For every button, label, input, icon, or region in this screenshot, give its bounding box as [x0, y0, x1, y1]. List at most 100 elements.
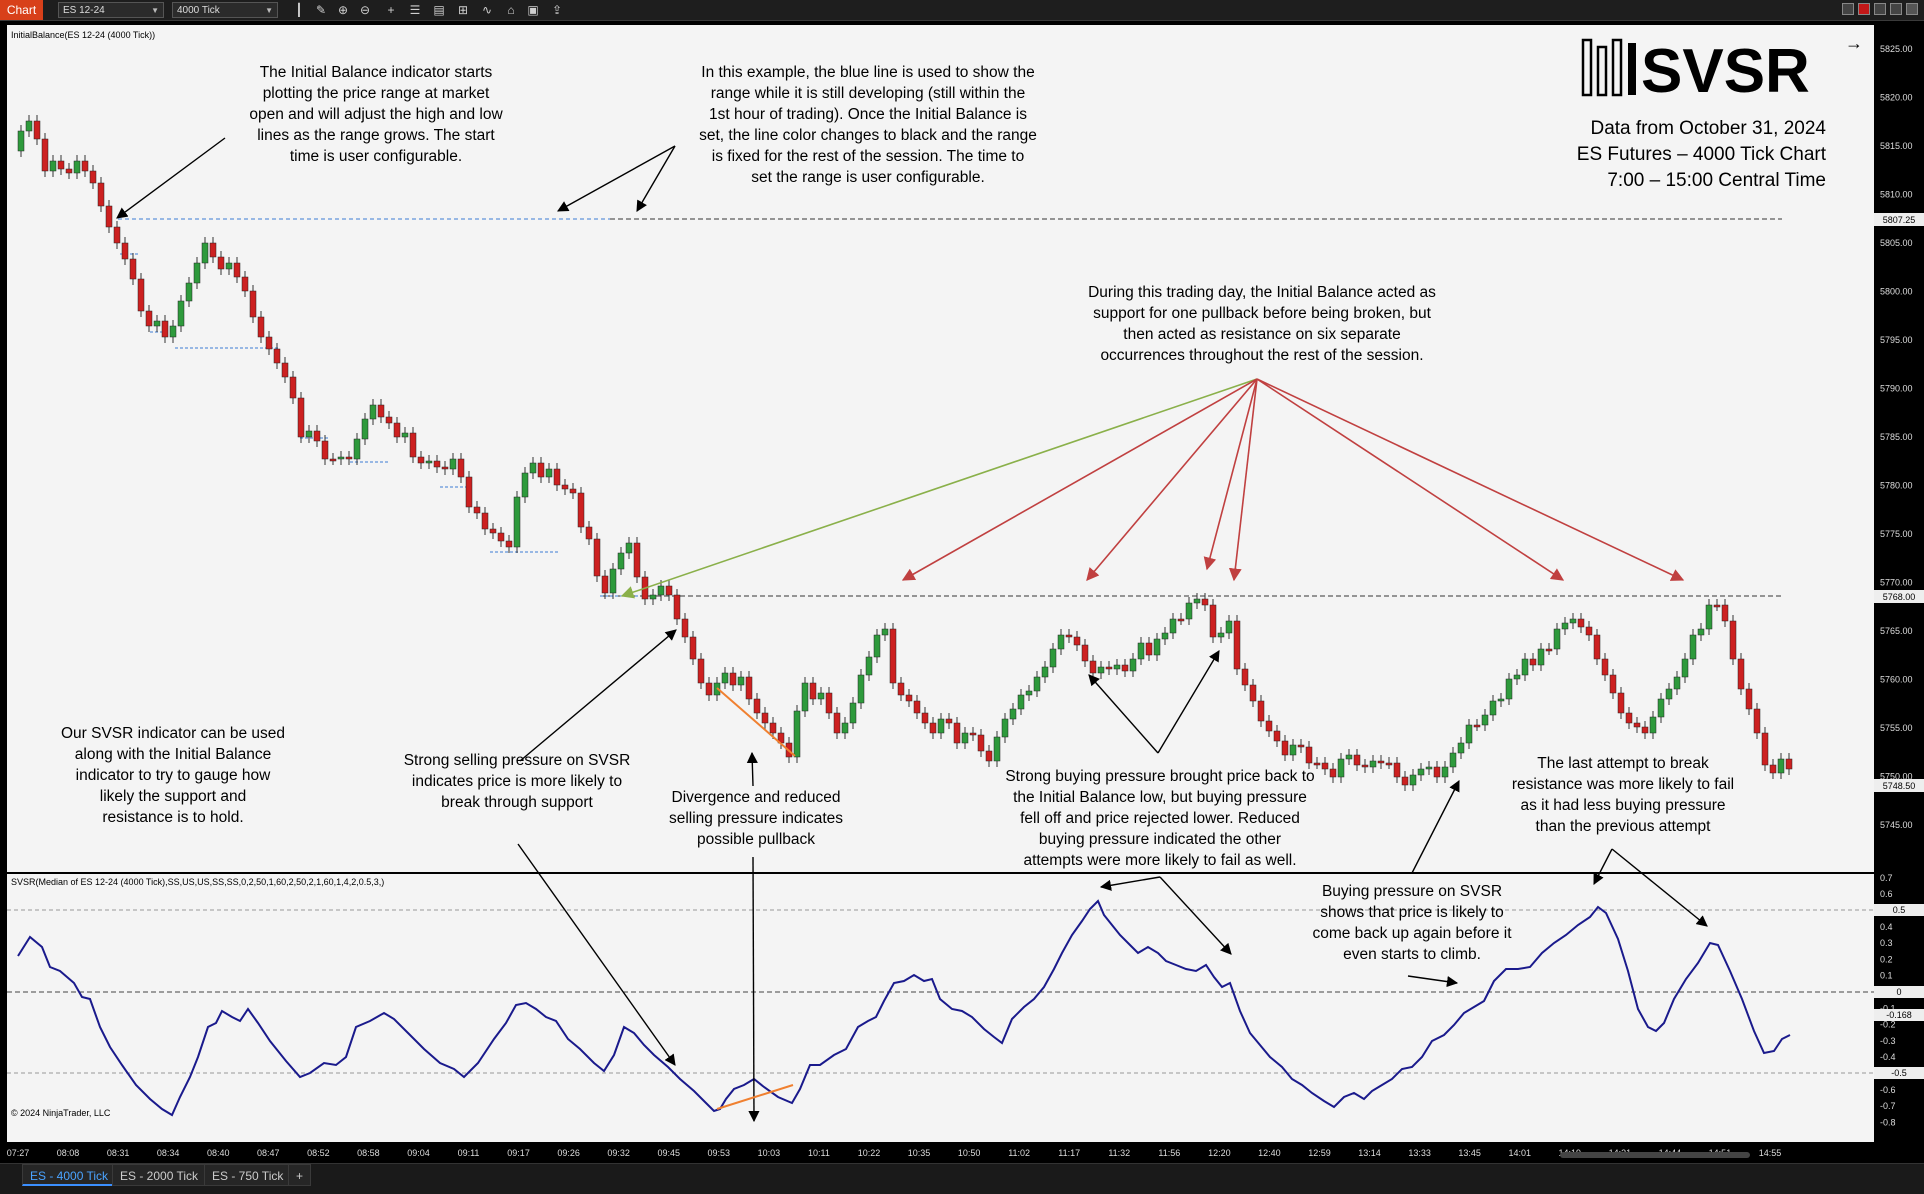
svsr-panel[interactable]: [7, 873, 1874, 1142]
annotation-line: plotting the price range at market: [263, 85, 490, 102]
candle-body: [1209, 604, 1217, 638]
instrument-selector[interactable]: ES 12-24 ▼: [58, 2, 164, 18]
bars-icon[interactable]: ┃: [295, 3, 303, 17]
candle-body: [857, 674, 865, 704]
pencil-icon[interactable]: ✎: [315, 3, 327, 17]
candle-body: [737, 676, 745, 686]
time-axis-label: 09:04: [407, 1148, 430, 1158]
chart-window-tab[interactable]: Chart: [0, 0, 43, 20]
candle-body: [1305, 746, 1313, 764]
zoom-out-icon[interactable]: ⊖: [359, 3, 371, 17]
candle-body: [1137, 642, 1145, 660]
candle-body: [433, 460, 441, 468]
add-tab-button[interactable]: +: [288, 1164, 312, 1186]
svsr-upper-marker: 0.5: [1893, 905, 1906, 915]
candle-body: [545, 468, 553, 478]
candle-body: [513, 496, 521, 548]
annotation-line: selling pressure indicates: [669, 810, 843, 827]
time-axis-label: 10:03: [758, 1148, 781, 1158]
candle-body: [553, 468, 561, 486]
maximize-icon[interactable]: [1858, 3, 1870, 15]
candle-body: [809, 682, 817, 700]
annotation-line: Buying pressure on SVSR: [1322, 883, 1502, 900]
price-axis-label: 5750.00: [1880, 772, 1913, 782]
template-icon[interactable]: ⌂: [507, 3, 515, 17]
candle-body: [25, 120, 33, 132]
candle-body: [465, 476, 473, 508]
candle-body: [1433, 766, 1441, 778]
tile-icon[interactable]: [1890, 3, 1902, 15]
candle-body: [1393, 762, 1401, 778]
candle-body: [601, 575, 609, 594]
candle-body: [1241, 668, 1249, 686]
minimize-icon[interactable]: [1842, 3, 1854, 15]
annotation-line: lines as the range grows. The start: [257, 127, 495, 144]
share-icon[interactable]: ⇪: [551, 3, 563, 17]
annotation-line: indicator to try to gauge how: [76, 767, 272, 784]
crosshair-icon[interactable]: +: [387, 3, 395, 17]
annotation-line: than the previous attempt: [1536, 818, 1712, 835]
candle-body: [169, 325, 177, 338]
chart-area[interactable]: InitialBalance(ES 12-24 (4000 Tick)) SVS…: [0, 21, 1924, 1193]
annotation-line: the Initial Balance low, but buying pres…: [1013, 789, 1307, 806]
scroll-right-arrow[interactable]: →: [1845, 33, 1863, 53]
candle-body: [1489, 700, 1497, 716]
candle-body: [249, 290, 257, 318]
svsr-axis-label: 0.2: [1880, 954, 1893, 964]
horizontal-scrollbar[interactable]: [1560, 1152, 1750, 1158]
candle-body: [1681, 658, 1689, 678]
time-axis-label: 11:17: [1058, 1148, 1080, 1158]
copyright: © 2024 NinjaTrader, LLC: [11, 1108, 111, 1118]
annotation-line: break through support: [441, 794, 593, 811]
candle-body: [313, 430, 321, 442]
candle-body: [1657, 698, 1665, 718]
candle-body: [129, 258, 137, 280]
annotation-line: possible pullback: [697, 831, 815, 848]
annotation-line: then acted as resistance on six separate: [1123, 326, 1400, 343]
snapshot-icon[interactable]: ▣: [527, 3, 539, 17]
svsr-line: [17, 899, 1791, 1117]
indicators-icon[interactable]: ⊞: [457, 3, 469, 17]
annotation-line: Our SVSR indicator can be used: [61, 725, 285, 742]
price-axis-label: 5820.00: [1880, 93, 1913, 103]
interval-selector[interactable]: 4000 Tick ▼: [172, 2, 278, 18]
candle-body: [1257, 700, 1265, 722]
time-axis-label: 10:22: [858, 1148, 881, 1158]
time-axis-label: 08:34: [157, 1148, 180, 1158]
candle-body: [705, 682, 713, 696]
candle-body: [649, 594, 657, 600]
annotation-divergence: Divergence and reduced selling pressure i…: [669, 789, 843, 848]
close-icon[interactable]: [1906, 3, 1918, 15]
properties-icon[interactable]: ☰: [409, 3, 421, 17]
candle-body: [297, 397, 305, 438]
strategies-icon[interactable]: ∿: [481, 3, 493, 17]
candle-body: [1289, 744, 1297, 756]
candle-body: [1577, 618, 1585, 628]
time-axis-label: 09:32: [607, 1148, 630, 1158]
candle-body: [1201, 598, 1209, 606]
price-axis[interactable]: [1874, 25, 1924, 1142]
candle-body: [985, 750, 993, 762]
tab-es-750-tick[interactable]: ES - 750 Tick: [204, 1164, 292, 1186]
logo-text: SVSR: [1641, 37, 1810, 106]
time-axis-label: 09:11: [458, 1148, 480, 1158]
candle-body: [817, 692, 825, 700]
candle-body: [1521, 658, 1529, 676]
svsr-axis-label: 0.4: [1880, 922, 1893, 932]
zoom-in-icon[interactable]: ⊕: [337, 3, 349, 17]
tab-es-4000-tick[interactable]: ES - 4000 Tick: [22, 1164, 117, 1186]
candle-body: [361, 418, 369, 440]
chart-canvas[interactable]: InitialBalance(ES 12-24 (4000 Tick)) SVS…: [0, 21, 1924, 1163]
time-axis-label: 10:50: [958, 1148, 981, 1158]
candle-body: [1369, 760, 1377, 768]
annotation-buying-svsr: Buying pressure on SVSR shows that price …: [1312, 883, 1512, 963]
candle-body: [913, 700, 921, 714]
candle-body: [113, 226, 121, 244]
candle-body: [1481, 714, 1489, 726]
time-axis[interactable]: [7, 1142, 1874, 1163]
candle-body: [1785, 758, 1793, 770]
candle-body: [337, 456, 345, 460]
data-box-icon[interactable]: ▤: [433, 3, 445, 17]
restore-icon[interactable]: [1874, 3, 1886, 15]
tab-es-2000-tick[interactable]: ES - 2000 Tick: [112, 1164, 207, 1186]
